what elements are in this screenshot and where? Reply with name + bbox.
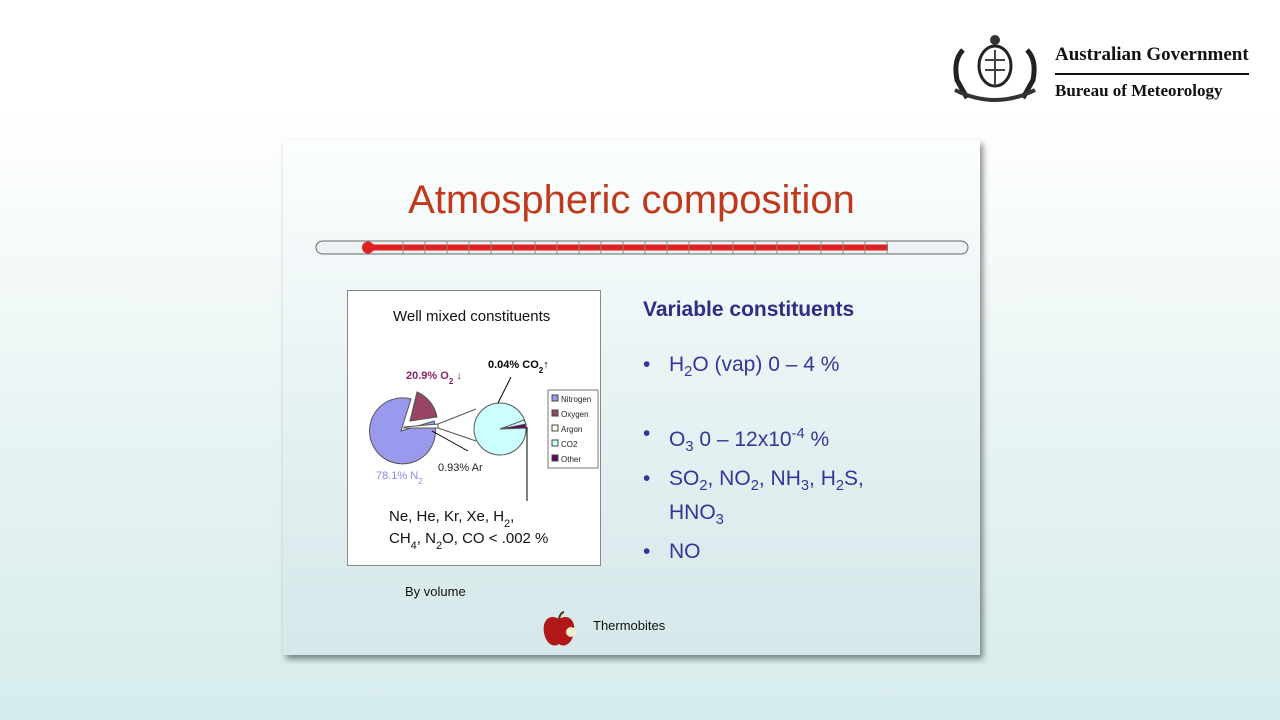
figure-title: Well mixed constituents — [393, 308, 550, 325]
apple-icon — [543, 611, 576, 646]
trace-line: CH4, N2O, CO < .002 % — [389, 530, 548, 552]
nitrogen-slice — [369, 397, 437, 465]
agency-name: Bureau of Meteorology — [1055, 81, 1223, 100]
trace-line: Ne, He, Kr, Xe, H2, — [389, 508, 514, 530]
logo: Australian Government Bureau of Meteorol… — [945, 30, 1255, 105]
legend-swatch — [551, 409, 559, 417]
legend-label: Other — [561, 455, 581, 464]
legend-swatch — [551, 424, 559, 432]
bullet: O3 0 – 12x10-4 % — [643, 421, 909, 460]
slide-title: Atmospheric composition — [408, 178, 855, 222]
legend-label: Oxygen — [561, 410, 589, 419]
thermobites-link[interactable]: Thermobites — [593, 618, 666, 633]
co2-label: 0.04% CO2↑ — [488, 359, 549, 375]
legend-swatch — [551, 439, 559, 447]
bullet: NO — [643, 539, 909, 565]
bullet: SO2, NO2, NH3, H2S, HNO3 — [643, 466, 909, 532]
oxygen-label: 20.9% O2 ↓ — [406, 370, 462, 386]
nitrogen-label: 78.1% N2 — [376, 470, 423, 486]
bullet: H2O (vap) 0 – 4 % — [643, 352, 909, 385]
co2-slice — [499, 419, 527, 430]
legend-label: Nitrogen — [561, 395, 591, 404]
government-name: Australian Government — [1055, 44, 1249, 65]
legend-swatch — [551, 394, 559, 402]
bullet-list: H2O (vap) 0 – 4 % O3 0 – 12x10-4 % SO2, … — [643, 352, 963, 565]
thermometer — [315, 240, 969, 255]
slide: Atmospheric composition Well mixed const… — [283, 140, 980, 655]
variable-constituents: Variable constituents H2O (vap) 0 – 4 % … — [643, 298, 963, 565]
figure-chart: Well mixed constituents 20.9% O2 ↓ 0.04%… — [369, 308, 599, 552]
oxygen-slice — [409, 391, 438, 422]
heading: Variable constituents — [643, 298, 855, 321]
legend-swatch — [551, 454, 559, 462]
caption: By volume — [405, 584, 466, 599]
argon-label: 0.93% Ar — [438, 462, 483, 474]
figure: Well mixed constituents 20.9% O2 ↓ 0.04%… — [347, 290, 601, 566]
divider — [1055, 73, 1249, 75]
legend-label: Argon — [561, 425, 582, 434]
legend-label: CO2 — [561, 440, 578, 449]
crest — [953, 35, 1037, 102]
